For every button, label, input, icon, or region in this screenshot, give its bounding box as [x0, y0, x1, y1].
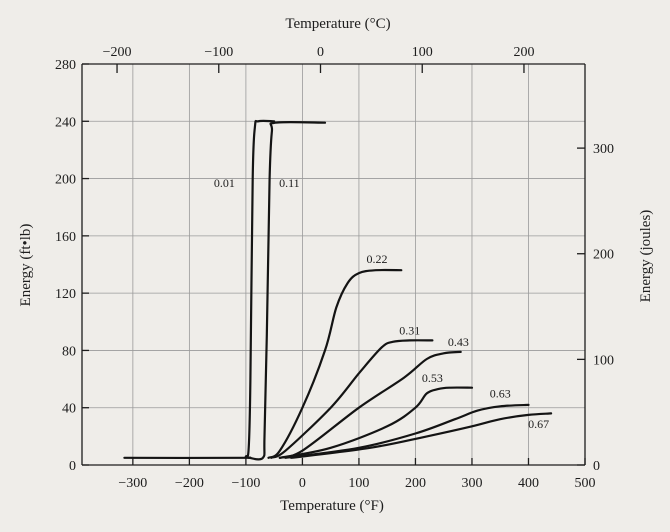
x-tick-label: 200	[405, 476, 426, 491]
top-axis-title: Temperature (°C)	[285, 16, 390, 32]
curve-label-0.67: 0.67	[528, 417, 549, 431]
curve-label-0.43: 0.43	[448, 335, 469, 349]
top-tick-label: −200	[103, 45, 132, 60]
x-tick-label: 100	[348, 476, 369, 491]
curve-0.43	[278, 350, 462, 459]
x-tick-label: −300	[118, 476, 147, 491]
y-tick-label: 80	[62, 344, 76, 359]
x-tick-label: 400	[518, 476, 539, 491]
y-tick-label: 120	[55, 287, 76, 302]
x-tick-label: 500	[575, 476, 596, 491]
right-axis-title: Energy (joules)	[638, 210, 654, 303]
curve-label-0.31: 0.31	[399, 324, 420, 338]
top-tick-label: 100	[412, 45, 433, 60]
y-axis-title: Energy (ft•lb)	[18, 224, 34, 307]
curve-label-0.63: 0.63	[490, 387, 511, 401]
ticks-layer: −300 −200 −100 0 100 200 300 400 500 0 40 80 120 160 2…	[55, 45, 614, 491]
y-tick-label: 200	[55, 173, 76, 188]
curves-layer	[123, 119, 553, 461]
x-tick-label: −200	[175, 476, 204, 491]
top-tick-label: 0	[317, 45, 324, 60]
labels-layer: 0.01 0.11 0.22 0.31 0.43 0.53 0.63 0.67	[214, 176, 549, 431]
x-axis-title: Temperature (°F)	[280, 498, 384, 514]
curve-label-0.01: 0.01	[214, 176, 235, 190]
curve-0.01	[123, 119, 276, 460]
curve-0.67	[290, 412, 553, 459]
curve-0.22	[267, 268, 403, 459]
y-tick-label: 280	[55, 58, 76, 73]
curve-label-0.11: 0.11	[279, 176, 300, 190]
right-tick-label: 300	[593, 142, 614, 157]
curve-0.53	[278, 386, 474, 459]
axes-layer	[81, 63, 586, 466]
curve-label-0.22: 0.22	[367, 252, 388, 266]
curve-0.63	[284, 403, 530, 459]
right-tick-label: 0	[593, 459, 600, 474]
right-tick-label: 100	[593, 353, 614, 368]
curve-0.11	[247, 120, 327, 461]
y-tick-label: 0	[69, 459, 76, 474]
right-tick-label: 200	[593, 248, 614, 263]
y-tick-label: 40	[62, 402, 76, 417]
curve-0.31	[270, 339, 434, 459]
top-tick-label: 200	[513, 45, 534, 60]
y-tick-label: 240	[55, 115, 76, 130]
x-tick-label: 300	[461, 476, 482, 491]
x-tick-label: 0	[299, 476, 306, 491]
y-tick-label: 160	[55, 230, 76, 245]
top-tick-label: −100	[204, 45, 233, 60]
x-tick-label: −100	[231, 476, 260, 491]
grid-layer	[82, 64, 585, 465]
curve-label-0.53: 0.53	[422, 371, 443, 385]
